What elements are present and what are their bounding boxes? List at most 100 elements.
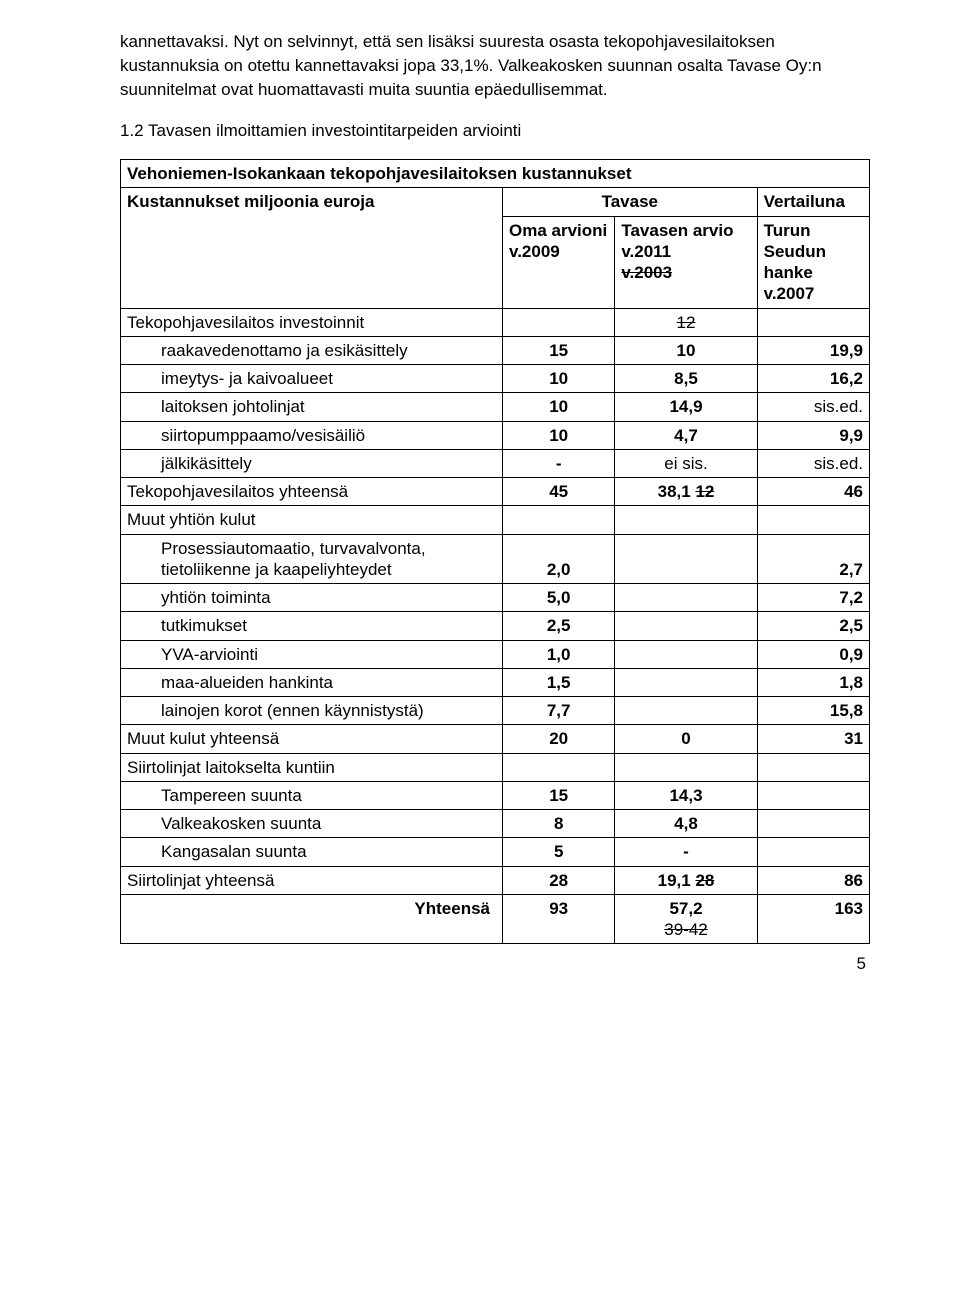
row-c <box>757 308 869 336</box>
table-header-row-1: Kustannukset miljoonia euroja Tavase Ver… <box>121 188 870 216</box>
row-b: 12 <box>615 308 757 336</box>
row-label: Siirtolinjat yhteensä <box>121 866 503 894</box>
row-b: 14,9 <box>615 393 757 421</box>
row-c: sis.ed. <box>757 449 869 477</box>
header-left: Kustannukset miljoonia euroja <box>121 188 503 308</box>
table-row: YVA-arviointi 1,0 0,9 <box>121 640 870 668</box>
row-a: 93 <box>503 894 615 944</box>
row-a: 2,5 <box>503 612 615 640</box>
row-a <box>503 506 615 534</box>
table-row: laitoksen johtolinjat 10 14,9 sis.ed. <box>121 393 870 421</box>
row-c: 0,9 <box>757 640 869 668</box>
row-c: 1,8 <box>757 668 869 696</box>
row-a: 7,7 <box>503 697 615 725</box>
intro-paragraph: kannettavaksi. Nyt on selvinnyt, että se… <box>120 30 870 101</box>
row-b-val: 57,2 <box>669 899 702 918</box>
row-c: 2,7 <box>757 534 869 584</box>
row-label: maa-alueiden hankinta <box>121 668 503 696</box>
row-b <box>615 697 757 725</box>
row-b-val: 38,1 <box>658 482 691 501</box>
row-label: lainojen korot (ennen käynnistystä) <box>121 697 503 725</box>
row-label: siirtopumppaamo/vesisäiliö <box>121 421 503 449</box>
header-col-c-bottom: v.2007 <box>764 284 815 303</box>
table-row: Prosessiautomaatio, turvavalvonta, tieto… <box>121 534 870 584</box>
row-a <box>503 308 615 336</box>
row-b: 10 <box>615 336 757 364</box>
header-col-c-top: Turun Seudun hanke <box>764 221 826 283</box>
table-row: Siirtolinjat laitokselta kuntiin <box>121 753 870 781</box>
table-title-row: Vehoniemen-Isokankaan tekopohjavesilaito… <box>121 160 870 188</box>
row-c: 163 <box>757 894 869 944</box>
row-c: 15,8 <box>757 697 869 725</box>
row-b <box>615 753 757 781</box>
table-row: imeytys- ja kaivoalueet 10 8,5 16,2 <box>121 365 870 393</box>
table-row: Tekopohjavesilaitos yhteensä 45 38,1 12 … <box>121 478 870 506</box>
row-label: laitoksen johtolinjat <box>121 393 503 421</box>
row-c <box>757 810 869 838</box>
row-label: Tekopohjavesilaitos investoinnit <box>121 308 503 336</box>
row-a: 2,0 <box>503 534 615 584</box>
row-a: 15 <box>503 781 615 809</box>
row-b: ei sis. <box>615 449 757 477</box>
header-mid-top: Tavase <box>503 188 758 216</box>
row-label: jälkikäsittely <box>121 449 503 477</box>
row-b <box>615 584 757 612</box>
document-page: kannettavaksi. Nyt on selvinnyt, että se… <box>0 0 960 1006</box>
row-label: Kangasalan suunta <box>121 838 503 866</box>
row-b <box>615 534 757 584</box>
row-label: Siirtolinjat laitokselta kuntiin <box>121 753 503 781</box>
row-a <box>503 753 615 781</box>
row-a: 1,5 <box>503 668 615 696</box>
row-a: 45 <box>503 478 615 506</box>
cost-table: Vehoniemen-Isokankaan tekopohjavesilaito… <box>120 159 870 944</box>
row-label: Yhteensä <box>121 894 503 944</box>
row-c: 31 <box>757 725 869 753</box>
row-c <box>757 838 869 866</box>
table-row: Tampereen suunta 15 14,3 <box>121 781 870 809</box>
row-c: 2,5 <box>757 612 869 640</box>
row-label: Valkeakosken suunta <box>121 810 503 838</box>
row-a: 10 <box>503 393 615 421</box>
row-b <box>615 668 757 696</box>
row-a: 1,0 <box>503 640 615 668</box>
row-b: 8,5 <box>615 365 757 393</box>
table-row-total: Yhteensä 93 57,2 39-42 163 <box>121 894 870 944</box>
header-col-b-strike: v.2003 <box>621 263 672 282</box>
table-row: Muut kulut yhteensä 20 0 31 <box>121 725 870 753</box>
row-b <box>615 612 757 640</box>
row-b-strike: 28 <box>695 871 714 890</box>
row-c: 86 <box>757 866 869 894</box>
row-c <box>757 506 869 534</box>
table-row: Muut yhtiön kulut <box>121 506 870 534</box>
row-b: 38,1 12 <box>615 478 757 506</box>
table-row: maa-alueiden hankinta 1,5 1,8 <box>121 668 870 696</box>
row-b: 0 <box>615 725 757 753</box>
table-row: lainojen korot (ennen käynnistystä) 7,7 … <box>121 697 870 725</box>
row-b: 4,8 <box>615 810 757 838</box>
row-label: raakavedenottamo ja esikäsittely <box>121 336 503 364</box>
header-col-a: Oma arvioni v.2009 <box>503 216 615 308</box>
row-c <box>757 753 869 781</box>
row-b <box>615 506 757 534</box>
row-a: 5,0 <box>503 584 615 612</box>
row-a: 10 <box>503 421 615 449</box>
row-label: Tekopohjavesilaitos yhteensä <box>121 478 503 506</box>
header-col-c: Turun Seudun hanke v.2007 <box>757 216 869 308</box>
row-c: 7,2 <box>757 584 869 612</box>
table-row: jälkikäsittely - ei sis. sis.ed. <box>121 449 870 477</box>
row-label: Tampereen suunta <box>121 781 503 809</box>
table-row: siirtopumppaamo/vesisäiliö 10 4,7 9,9 <box>121 421 870 449</box>
table-row: Valkeakosken suunta 8 4,8 <box>121 810 870 838</box>
row-label: yhtiön toiminta <box>121 584 503 612</box>
row-b: 14,3 <box>615 781 757 809</box>
row-a: 5 <box>503 838 615 866</box>
row-a: - <box>503 449 615 477</box>
row-b-strike: 12 <box>695 482 714 501</box>
table-title: Vehoniemen-Isokankaan tekopohjavesilaito… <box>121 160 870 188</box>
row-label: imeytys- ja kaivoalueet <box>121 365 503 393</box>
row-b: 19,1 28 <box>615 866 757 894</box>
row-a: 10 <box>503 365 615 393</box>
row-b: 57,2 39-42 <box>615 894 757 944</box>
table-row: tutkimukset 2,5 2,5 <box>121 612 870 640</box>
row-b: - <box>615 838 757 866</box>
